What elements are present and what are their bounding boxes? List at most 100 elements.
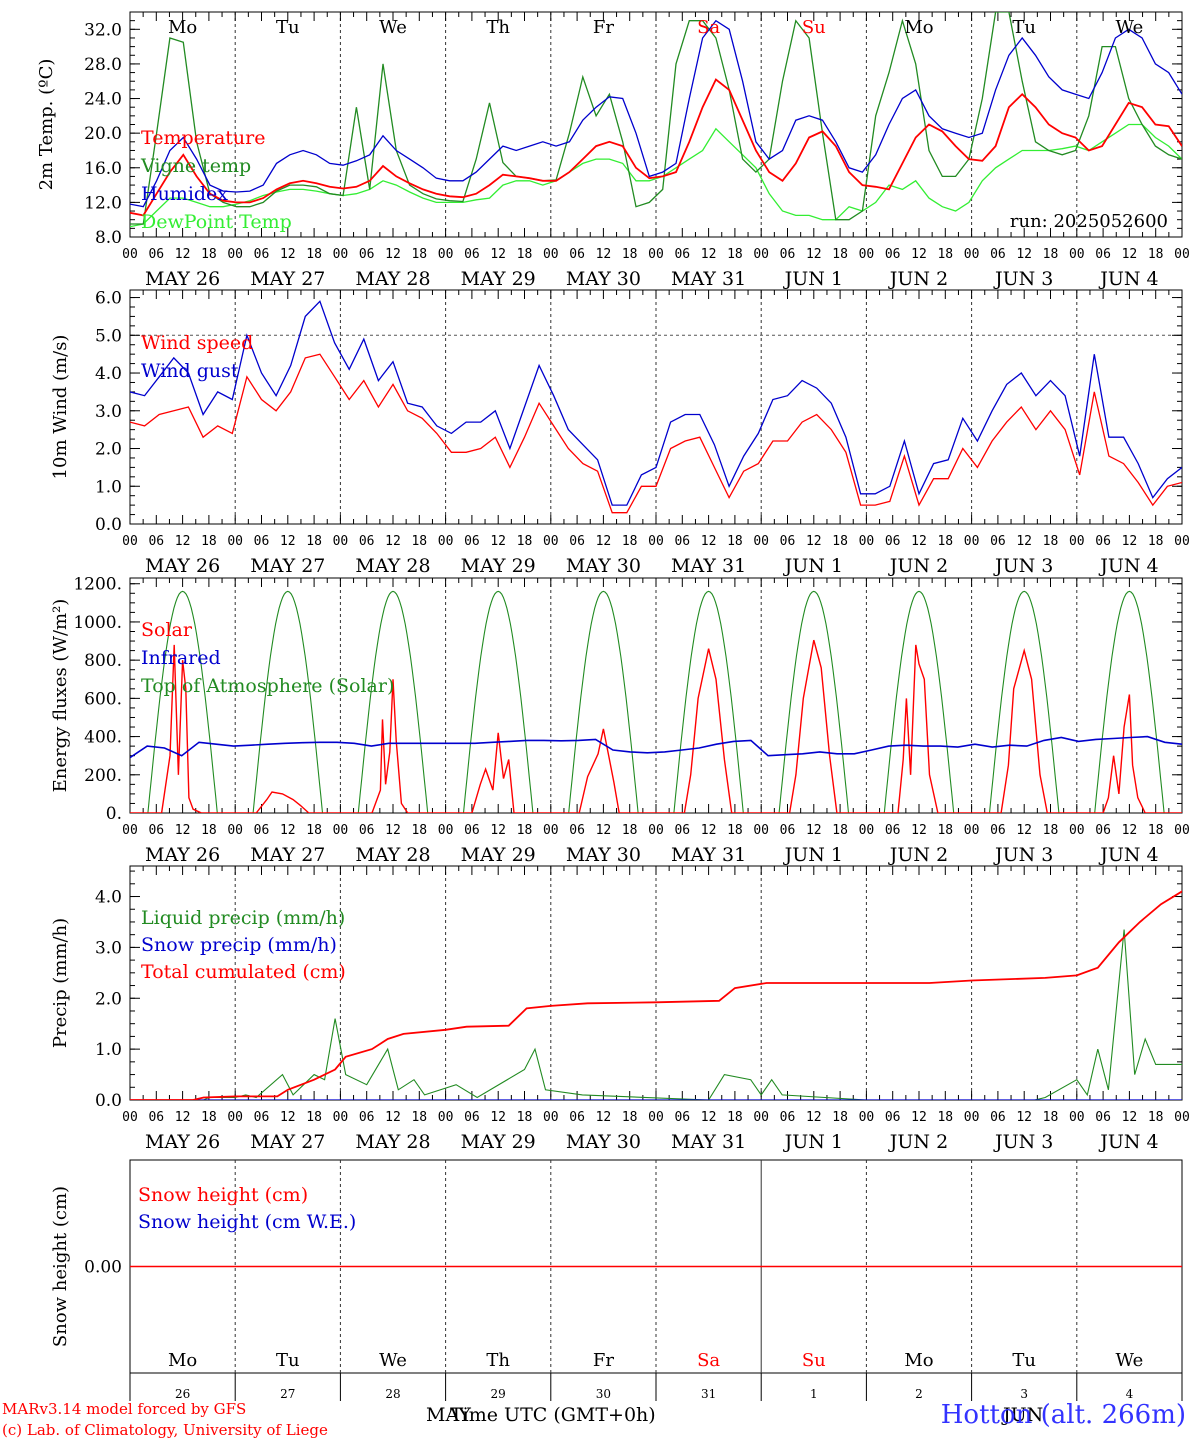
legend-entry: Solar: [141, 619, 193, 641]
x-hour-label: 12: [911, 534, 927, 549]
x-hour-label: 06: [885, 247, 901, 262]
x-hour-label: 12: [701, 534, 717, 549]
series-dewpoint-temp: [130, 123, 1182, 228]
x-hour-label: 12: [806, 534, 822, 549]
x-hour-label: 06: [569, 534, 585, 549]
x-hour-label: 00: [964, 534, 980, 549]
x-hour-label: 06: [254, 247, 270, 262]
x-hour-label: 12: [1016, 1110, 1032, 1125]
series-temperature: [130, 78, 1182, 217]
panel-2: [129, 289, 1183, 525]
x-hour-label: 12: [280, 247, 296, 262]
x-hour-label: 12: [911, 247, 927, 262]
x-hour-label: 12: [1122, 534, 1138, 549]
panel-3: [129, 577, 1183, 814]
x-hour-label: 06: [780, 823, 796, 838]
x-hour-label: 18: [1148, 823, 1164, 838]
x-hour-label: 00: [648, 534, 664, 549]
x-hour-label: 18: [306, 823, 322, 838]
x-hour-label: 06: [885, 534, 901, 549]
x-date-label: JUN 1: [783, 555, 843, 577]
x-hour-label: 18: [832, 247, 848, 262]
x-date-label: JUN 3: [993, 1131, 1053, 1153]
x-hour-label: 06: [1095, 823, 1111, 838]
x-hour-label: 18: [411, 1110, 427, 1125]
x-hour-label: 00: [753, 534, 769, 549]
x-hour-label: 06: [464, 1110, 480, 1125]
x-date-label: MAY 31: [671, 844, 746, 866]
x-hour-label: 06: [569, 247, 585, 262]
x-hour-label: 06: [780, 1110, 796, 1125]
panel-5: [129, 1159, 1183, 1401]
x-date-label: MAY 30: [566, 1131, 641, 1153]
x-hour-label: 06: [990, 534, 1006, 549]
x-hour-label: 12: [280, 1110, 296, 1125]
credit-line-2: (c) Lab. of Climatology, University of L…: [2, 1421, 328, 1439]
x-hour-label: 00: [753, 1110, 769, 1125]
x-hour-label: 18: [411, 247, 427, 262]
y-tick-label: 200.: [84, 766, 122, 786]
x-hour-label: 12: [806, 1110, 822, 1125]
x-date-label: MAY 31: [671, 555, 746, 577]
y-tick-label: 0.0: [95, 515, 122, 535]
y-tick-label: 1200.: [73, 575, 122, 595]
x-date-label: JUN 1: [783, 1131, 843, 1153]
x-date-label: JUN 4: [1098, 268, 1158, 290]
x-date-label: JUN 1: [783, 844, 843, 866]
x-date-label: MAY 26: [145, 555, 220, 577]
y-tick-label: 2.0: [95, 440, 122, 460]
x-hour-label: 12: [385, 1110, 401, 1125]
x-hour-label: 18: [937, 534, 953, 549]
weekday-label: Mo: [168, 17, 197, 38]
x-hour-label: 12: [175, 247, 191, 262]
x-date-label: MAY 27: [250, 1131, 325, 1153]
x-date-label: MAY 27: [250, 555, 325, 577]
x-hour-label: 18: [832, 823, 848, 838]
x-date-label: MAY 29: [461, 844, 536, 866]
legend-entry: Snow precip (mm/h): [141, 934, 337, 956]
x-date-label: MAY 26: [145, 844, 220, 866]
x-hour-label: 06: [148, 247, 164, 262]
x-hour-label: 00: [753, 247, 769, 262]
y-tick-label: 32.0: [84, 20, 122, 40]
x-hour-label: 18: [306, 247, 322, 262]
x-hour-label: 00: [122, 534, 138, 549]
x-hour-label: 00: [648, 247, 664, 262]
x-hour-label: 18: [937, 247, 953, 262]
day-number-label: 30: [596, 1387, 611, 1401]
x-date-label: MAY 27: [250, 844, 325, 866]
x-hour-label: 18: [727, 247, 743, 262]
run-label: run: 2025052600: [1010, 211, 1168, 232]
weekday-label: Tu: [276, 17, 300, 38]
legend-entry: Humidex: [141, 183, 228, 205]
x-date-label: MAY 31: [671, 268, 746, 290]
y-axis-title: 10m Wind (m/s): [50, 335, 71, 480]
y-tick-label: 4.0: [95, 888, 122, 908]
x-hour-label: 06: [359, 1110, 375, 1125]
x-hour-label: 00: [438, 823, 454, 838]
day-number-label: 26: [175, 1387, 190, 1401]
weekday-label: We: [1116, 17, 1144, 38]
x-hour-label: 12: [490, 1110, 506, 1125]
weekday-label: Mo: [904, 17, 933, 38]
x-hour-label: 06: [674, 823, 690, 838]
x-hour-label: 12: [701, 823, 717, 838]
x-hour-label: 00: [1069, 534, 1085, 549]
weekday-label: Fr: [593, 1350, 614, 1371]
x-date-label: MAY 28: [355, 844, 430, 866]
y-tick-label: 3.0: [95, 938, 122, 958]
day-number-label: 28: [385, 1387, 400, 1401]
weekday-label: Mo: [904, 1350, 933, 1371]
x-hour-label: 00: [1069, 1110, 1085, 1125]
x-hour-label: 00: [543, 1110, 559, 1125]
weekday-label: Fr: [593, 17, 614, 38]
x-hour-label: 00: [859, 534, 875, 549]
x-hour-label: 18: [727, 823, 743, 838]
x-hour-label: 12: [385, 247, 401, 262]
x-hour-label: 06: [359, 823, 375, 838]
x-date-label: JUN 3: [993, 555, 1053, 577]
x-hour-label: 12: [1016, 534, 1032, 549]
x-date-label: MAY 30: [566, 844, 641, 866]
x-date-label: MAY 31: [671, 1131, 746, 1153]
x-hour-label: 06: [674, 1110, 690, 1125]
